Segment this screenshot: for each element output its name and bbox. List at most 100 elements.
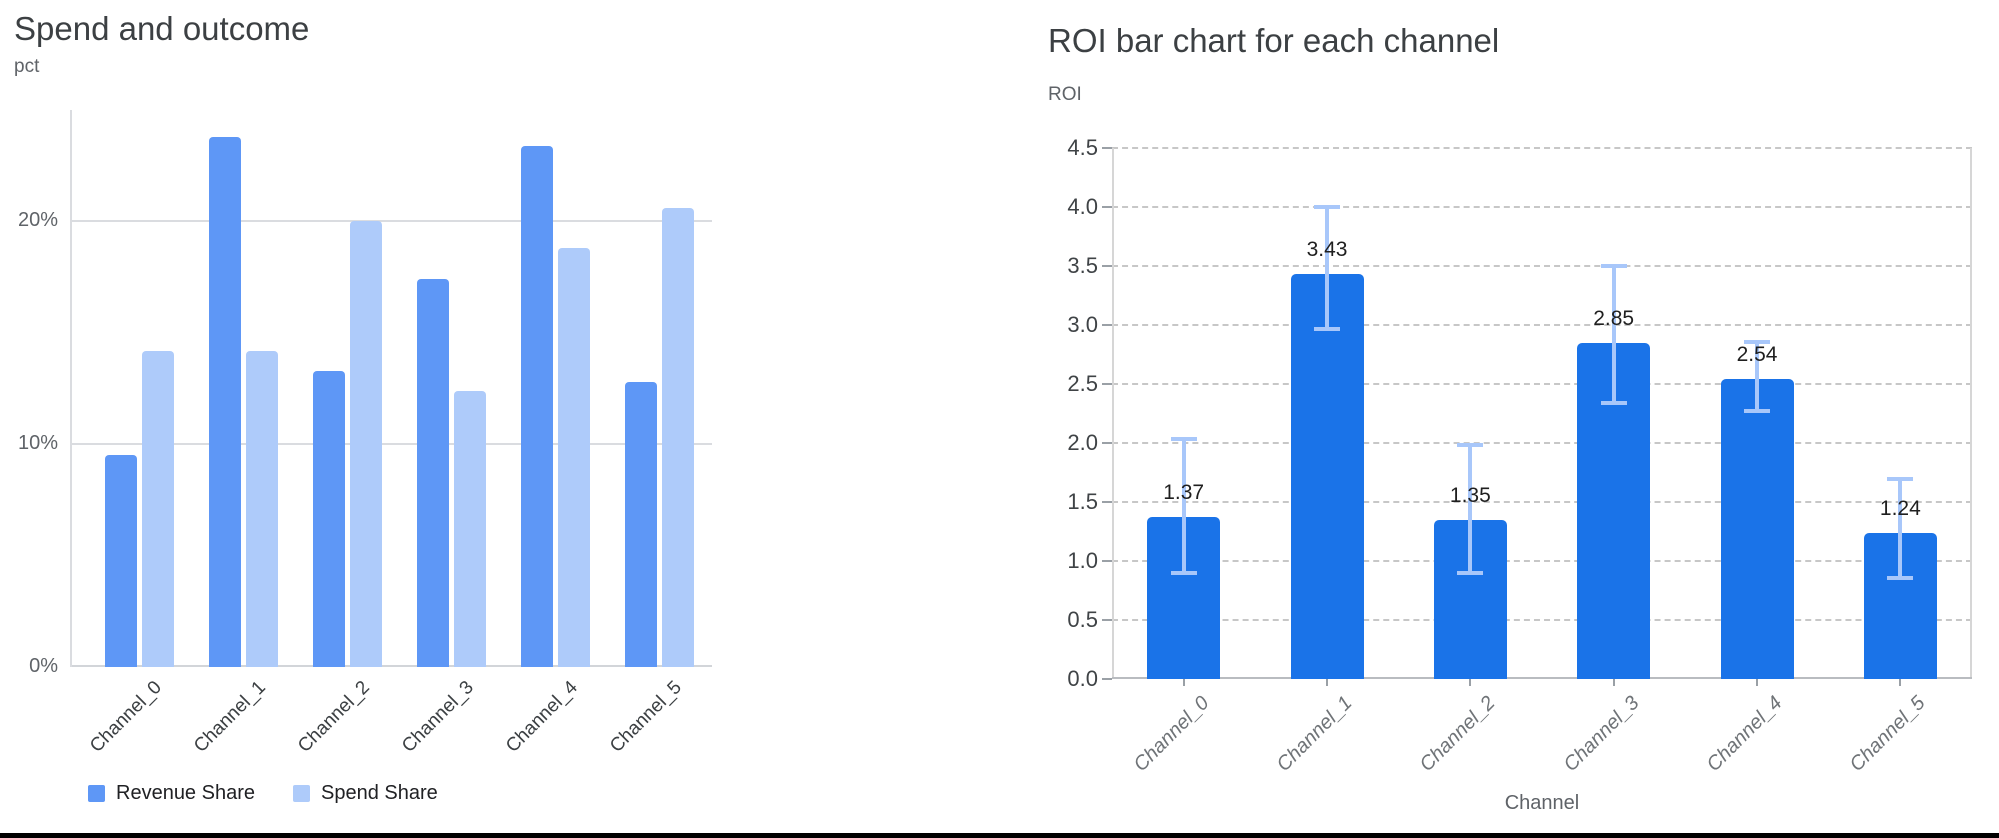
spend-bar (141, 350, 174, 667)
spend-bar (349, 221, 382, 667)
spend-outcome-legend: Revenue Share Spend Share (88, 782, 438, 805)
spend-outcome-plot-area (70, 110, 712, 667)
error-bar-line (1181, 437, 1186, 576)
x-tick-mark (1326, 679, 1328, 686)
error-bar-line (1755, 340, 1759, 414)
bar-value-label: 2.85 (1593, 306, 1635, 330)
x-tick-mark (1182, 679, 1185, 686)
roi-bar (1863, 532, 1937, 679)
y-tick-label: 0% (29, 655, 58, 677)
gridline (1112, 560, 1972, 562)
roi-bar (1147, 517, 1221, 679)
y-tick-label: 3.5 (1067, 253, 1098, 278)
roi-bar (1720, 379, 1794, 679)
gridline (1112, 501, 1972, 503)
y-tick-label: 2.5 (1067, 371, 1098, 396)
error-bar-cap-bottom (1170, 571, 1197, 576)
error-bar (1744, 340, 1770, 414)
gridline (1112, 442, 1972, 444)
error-bar-cap-bottom (1600, 401, 1627, 406)
error-bar-cap-top (1457, 443, 1484, 447)
y-tick-mark (1102, 324, 1112, 326)
error-bar-line (1325, 204, 1329, 331)
error-bar (1457, 443, 1484, 576)
error-bar-cap-top (1887, 477, 1914, 482)
revenue-bar (520, 145, 553, 667)
x-tick-label: Channel_4 (502, 677, 582, 757)
legend-swatch (88, 785, 105, 802)
x-tick-label: Channel_1 (190, 677, 270, 757)
bar-value-label: 3.43 (1306, 238, 1348, 262)
x-tick-label: Channel_4 (1702, 692, 1787, 776)
y-tick-mark (1102, 501, 1112, 503)
error-bar-cap-bottom (1457, 571, 1484, 576)
error-bar-cap-top (1600, 263, 1627, 268)
roi-plot-area: 1.37 3.43 1.35 2.85 2.54 1.24 (1102, 147, 1972, 686)
revenue-bar (416, 279, 449, 667)
y-tick-mark (1102, 442, 1112, 444)
error-bar-cap-top (1170, 437, 1197, 442)
gridline (1112, 383, 1972, 385)
spend-outcome-title: Spend and outcome (14, 10, 310, 47)
error-bar-cap-top (1744, 340, 1770, 345)
gridline (1112, 206, 1972, 208)
error-bar-line (1611, 263, 1616, 406)
x-tick-mark (1899, 679, 1902, 686)
spend-bar (557, 248, 590, 667)
revenue-bar (104, 455, 137, 667)
bottom-spine (1112, 677, 1972, 679)
roi-bar (1433, 519, 1507, 679)
y-tick-label: 1.5 (1067, 489, 1098, 514)
y-tick-label: 2.0 (1067, 430, 1098, 455)
y-tick-mark (1102, 678, 1112, 680)
y-tick-label: 10% (17, 432, 58, 455)
gridline (1112, 265, 1972, 267)
y-tick-label: 0.0 (1067, 666, 1098, 691)
legend-swatch (292, 785, 310, 802)
y-tick-label: 4.5 (1067, 135, 1098, 160)
y-tick-mark (1102, 383, 1112, 385)
x-tick-label: Channel_5 (606, 677, 686, 757)
bar-value-label: 2.54 (1736, 343, 1778, 367)
roi-bar (1290, 274, 1364, 679)
y-tick-label: 3.0 (1067, 312, 1098, 337)
gridline (70, 443, 712, 446)
bottom-border (0, 833, 1999, 838)
revenue-bar (624, 381, 657, 667)
error-bar-line (1468, 443, 1473, 576)
gridline (1112, 324, 1972, 326)
spend-bar (245, 350, 278, 667)
y-tick-mark (1102, 206, 1112, 208)
y-tick-mark (1102, 560, 1112, 562)
x-tick-mark (1612, 679, 1615, 686)
x-tick-label: Channel_3 (1559, 692, 1644, 776)
x-tick-label: Channel_2 (1415, 692, 1500, 776)
error-bar-cap-bottom (1314, 326, 1340, 331)
x-tick-label: Channel_2 (294, 677, 374, 757)
legend-label: Spend Share (320, 782, 438, 804)
error-bar (1170, 437, 1197, 576)
y-tick-label: 20% (17, 209, 58, 232)
bar-value-label: 1.37 (1163, 481, 1205, 505)
y-tick-mark (1102, 147, 1112, 149)
x-tick-label: Channel_5 (1845, 692, 1930, 776)
error-bar-line (1898, 477, 1903, 580)
y-axis-line (70, 110, 72, 667)
gridline (70, 220, 712, 223)
x-tick-label: Channel_0 (86, 677, 166, 757)
bar-value-label: 1.24 (1879, 496, 1921, 520)
roi-chart-title: ROI bar chart for each channel (1048, 22, 1500, 59)
error-bar-cap-bottom (1887, 575, 1914, 580)
right-spine (1970, 148, 1972, 679)
y-tick-label: 1.0 (1067, 548, 1098, 573)
legend-item: Revenue Share (88, 782, 255, 805)
legend-item: Spend Share (292, 782, 438, 805)
error-bar (1600, 263, 1627, 406)
x-tick-mark (1756, 679, 1758, 686)
x-tick-mark (1469, 679, 1472, 686)
x-tick-label: Channel_1 (1272, 692, 1357, 776)
legend-label: Revenue Share (116, 782, 255, 804)
